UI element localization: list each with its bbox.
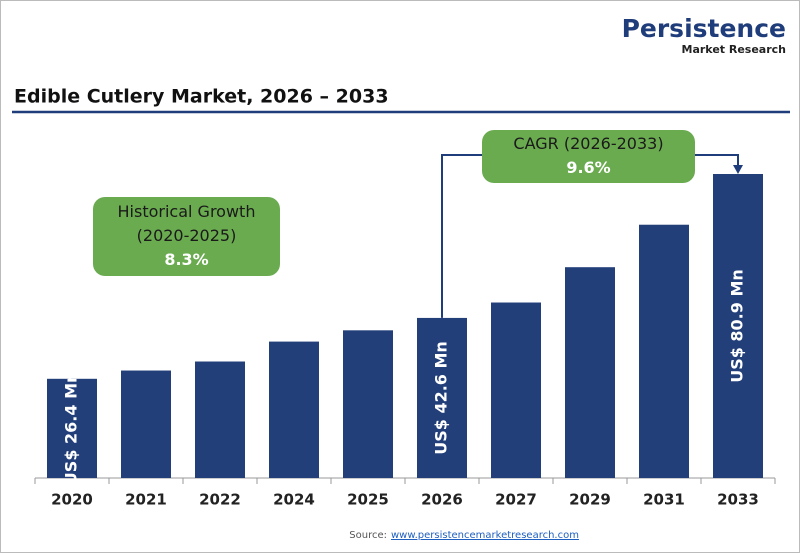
value-label: US$ 80.9 Mn xyxy=(728,269,747,383)
callout-text: 8.3% xyxy=(164,250,208,269)
bar xyxy=(491,302,541,478)
bar xyxy=(269,341,319,478)
callout-text: CAGR (2026-2033) xyxy=(513,134,663,153)
x-tick-label: 2022 xyxy=(199,491,241,509)
x-tick-label: 2029 xyxy=(569,491,611,509)
bar xyxy=(343,330,393,478)
source-link[interactable]: www.persistencemarketresearch.com xyxy=(391,530,579,541)
bar xyxy=(639,224,689,478)
source-label: Source: xyxy=(349,530,387,541)
x-tick-label: 2024 xyxy=(273,491,315,509)
x-tick-label: 2033 xyxy=(717,491,759,509)
callout-text: Historical Growth xyxy=(118,202,256,221)
x-tick-label: 2025 xyxy=(347,491,389,509)
x-tick-label: 2020 xyxy=(51,491,93,509)
bar xyxy=(121,370,171,478)
x-tick-label: 2027 xyxy=(495,491,537,509)
callout-box xyxy=(93,197,280,276)
bar xyxy=(713,174,763,478)
bar xyxy=(565,267,615,478)
brand-tagline: Market Research xyxy=(682,43,787,56)
callout-text: (2020-2025) xyxy=(137,226,237,245)
brand-name: Persistence xyxy=(622,14,786,43)
bar xyxy=(417,317,467,478)
callout-text: 9.6% xyxy=(566,158,610,177)
arrowhead xyxy=(733,165,743,174)
x-tick-label: 2021 xyxy=(125,491,167,509)
bar xyxy=(195,361,245,478)
connector xyxy=(441,154,482,318)
value-label: US$ 26.4 Mn xyxy=(62,372,81,486)
x-tick-label: 2031 xyxy=(643,491,685,509)
connector xyxy=(695,154,739,166)
value-label: US$ 42.6 Mn xyxy=(432,341,451,455)
callout-box xyxy=(482,130,695,183)
bar xyxy=(47,378,97,478)
x-tick-label: 2026 xyxy=(421,491,463,509)
chart-title: Edible Cutlery Market, 2026 – 2033 xyxy=(14,86,389,108)
